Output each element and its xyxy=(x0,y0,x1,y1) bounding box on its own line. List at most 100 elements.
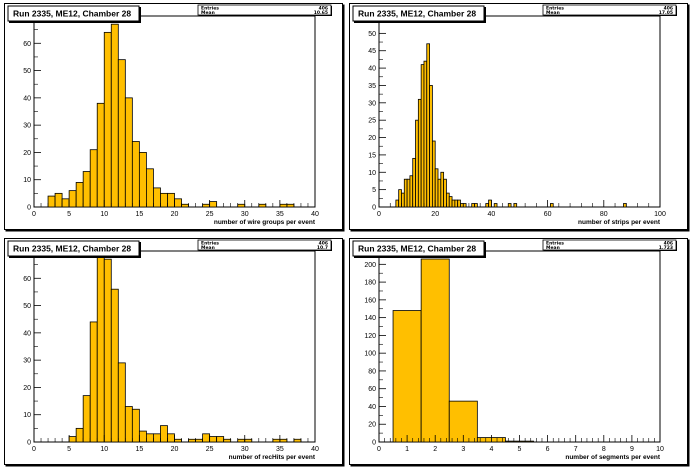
histogram-bar xyxy=(153,433,161,443)
histogram-bar xyxy=(131,141,140,208)
chart-title: Run 2335, ME12, Chamber 28 xyxy=(13,9,131,19)
stats-mean-value: 10.7 xyxy=(317,245,328,251)
histogram-bar xyxy=(174,198,182,208)
histogram-bar xyxy=(96,102,105,208)
y-tick-label: 30 xyxy=(23,358,31,365)
stats-mean-label: Mean xyxy=(201,245,215,251)
histogram-bar xyxy=(409,175,414,208)
histogram-bar xyxy=(457,199,461,208)
histogram-bar xyxy=(401,192,405,208)
histogram-bar xyxy=(403,178,408,208)
histogram-bar xyxy=(110,288,119,443)
x-tick-label: 0 xyxy=(32,211,36,218)
histogram-bar xyxy=(474,203,478,208)
x-tick-label: 15 xyxy=(135,211,143,218)
y-tick-label: 200 xyxy=(364,262,376,269)
chart-wire-groups: 0102030405060700510152025303540number of… xyxy=(4,3,345,232)
histogram-bar xyxy=(160,425,168,443)
histogram-bar xyxy=(174,438,182,443)
x-tick-label: 80 xyxy=(600,211,608,218)
histogram-bar xyxy=(117,362,126,443)
histogram-bar xyxy=(145,433,154,443)
y-tick-label: 10 xyxy=(23,177,31,184)
y-tick-label: 20 xyxy=(23,150,31,157)
histogram-bar xyxy=(202,433,211,443)
plot-frame xyxy=(33,15,316,208)
stats-entries-value: 406 xyxy=(319,241,328,247)
histogram-bar xyxy=(68,190,77,208)
histogram-bar xyxy=(286,203,295,208)
y-tick-label: 60 xyxy=(23,41,31,48)
histogram-bar xyxy=(89,149,98,208)
y-tick-label: 80 xyxy=(368,368,376,375)
y-tick-label: 60 xyxy=(368,386,376,393)
stats-entries-label: Entries xyxy=(201,6,219,12)
histogram-strips: 0 5 10 15 20 25 30 35 40 45 50 0 20 40 60 80 100 number o… xyxy=(349,3,690,232)
histogram-bar xyxy=(75,182,84,208)
histogram-bar xyxy=(167,192,175,208)
chart-segments: 0 20 40 60 80 100 120 140 160 180 200 0 1 2 3 4 5 6 7 8 9 10n… xyxy=(349,238,690,467)
y-tick-label: 50 xyxy=(23,303,31,310)
y-tick-label: 50 xyxy=(368,31,376,38)
histogram-bar xyxy=(412,157,416,208)
y-tick-label: 0 xyxy=(27,205,31,212)
y-tick-label: 25 xyxy=(368,118,376,125)
x-tick-label: 1 xyxy=(405,446,409,453)
x-tick-label: 0 xyxy=(377,446,381,453)
y-tick-label: 180 xyxy=(364,280,376,287)
histogram-bar xyxy=(437,178,442,208)
stats-entries-value: 406 xyxy=(664,6,673,12)
x-axis-label: number of recHits per event xyxy=(229,454,316,461)
histogram-bar xyxy=(103,258,112,443)
histogram-bar xyxy=(420,258,450,443)
stats-box xyxy=(197,4,332,16)
stats-box xyxy=(197,239,332,251)
histogram-bar xyxy=(446,192,450,208)
histogram-bar xyxy=(117,59,126,208)
y-tick-label: 100 xyxy=(364,351,376,358)
x-tick-label: 25 xyxy=(206,446,214,453)
histogram-bar xyxy=(454,199,459,208)
histogram-bar xyxy=(507,203,512,208)
x-tick-label: 10 xyxy=(656,446,664,453)
histogram-bar xyxy=(392,310,422,443)
histogram-bar xyxy=(110,23,119,208)
x-tick-label: 40 xyxy=(311,446,319,453)
histogram-bar xyxy=(417,98,422,208)
x-tick-label: 5 xyxy=(67,446,71,453)
stats-entries-label: Entries xyxy=(201,241,219,247)
x-tick-label: 35 xyxy=(276,211,284,218)
histogram-bar xyxy=(167,433,175,443)
y-tick-label: 35 xyxy=(368,83,376,90)
histogram-bar xyxy=(420,64,425,208)
y-tick-label: 0 xyxy=(372,440,376,447)
y-tick-label: 15 xyxy=(368,152,376,159)
histogram-bar xyxy=(138,430,147,443)
histogram-bar xyxy=(223,438,232,443)
stats-box xyxy=(542,239,677,251)
histogram-bar xyxy=(124,406,133,443)
y-tick-label: 10 xyxy=(368,170,376,177)
y-tick-label: 20 xyxy=(368,422,376,429)
x-tick-label: 20 xyxy=(171,446,179,453)
histogram-bar xyxy=(415,119,419,208)
x-tick-label: 4 xyxy=(489,446,493,453)
histogram-bar xyxy=(96,250,105,443)
histogram-bar xyxy=(272,438,281,443)
histogram-bar xyxy=(293,438,302,443)
histogram-wire-groups: 0102030405060700510152025303540number of… xyxy=(4,3,345,232)
stats-mean-value: 10.65 xyxy=(314,10,328,16)
y-tick-label: 40 xyxy=(23,95,31,102)
histogram-bar xyxy=(124,97,133,208)
y-tick-label: 120 xyxy=(364,333,376,340)
histogram-bar xyxy=(398,189,402,208)
histogram-bar xyxy=(623,203,627,208)
y-tick-label: 60 xyxy=(23,276,31,283)
histogram-bar xyxy=(237,203,246,208)
x-tick-label: 5 xyxy=(518,446,522,453)
y-tick-label: 30 xyxy=(368,100,376,107)
y-tick-label: 5 xyxy=(372,187,376,194)
x-tick-label: 7 xyxy=(574,446,578,453)
x-tick-label: 15 xyxy=(135,446,143,453)
y-tick-label: 10 xyxy=(23,412,31,419)
